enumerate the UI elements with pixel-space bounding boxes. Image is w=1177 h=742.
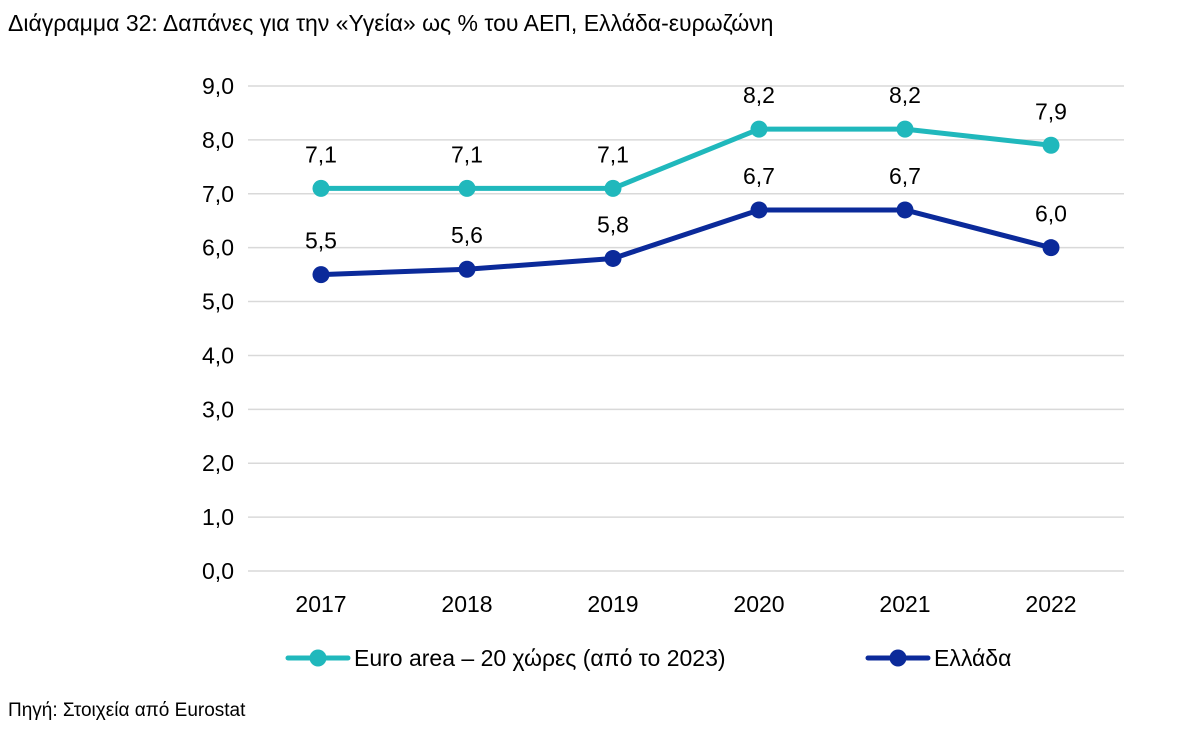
data-label: 7,1 <box>597 141 629 167</box>
legend: Euro area – 20 χώρες (από το 2023) Ελλάδα <box>285 645 1011 671</box>
source-note: Πηγή: Στοιχεία από Eurostat <box>8 700 246 721</box>
y-tick-label: 3,0 <box>202 396 234 422</box>
data-point <box>604 179 622 197</box>
x-axis-ticks: 2017 2018 2019 2020 2021 2022 <box>295 591 1076 617</box>
y-tick-label: 7,0 <box>202 181 234 207</box>
y-tick-label: 0,0 <box>202 558 234 584</box>
data-label: 8,2 <box>743 82 775 108</box>
y-tick-label: 2,0 <box>202 450 234 476</box>
data-label: 7,1 <box>305 141 337 167</box>
data-point <box>604 249 622 267</box>
x-tick-label: 2018 <box>441 591 492 617</box>
legend-swatch-marker <box>309 649 327 667</box>
gridlines <box>248 85 1124 572</box>
y-tick-label: 1,0 <box>202 504 234 530</box>
data-label: 6,7 <box>743 163 775 189</box>
data-label: 5,6 <box>451 222 483 248</box>
x-tick-label: 2020 <box>733 591 784 617</box>
data-point <box>458 179 476 197</box>
data-label: 7,1 <box>451 141 483 167</box>
data-point <box>750 201 768 219</box>
data-label: 5,5 <box>305 228 337 254</box>
series-line-1 <box>318 207 1054 278</box>
y-tick-label: 6,0 <box>202 235 234 261</box>
y-tick-label: 5,0 <box>202 289 234 315</box>
x-tick-label: 2019 <box>587 591 638 617</box>
data-label: 8,2 <box>889 82 921 108</box>
x-tick-label: 2021 <box>879 591 930 617</box>
series-line-0 <box>318 126 1054 191</box>
y-tick-label: 8,0 <box>202 127 234 153</box>
y-axis-ticks: 0,0 1,0 2,0 3,0 4,0 5,0 6,0 7,0 8,0 9,0 <box>202 73 234 584</box>
series-lines <box>312 120 1060 284</box>
y-tick-label: 9,0 <box>202 73 234 99</box>
data-point <box>896 120 914 138</box>
data-point <box>312 179 330 197</box>
data-label: 5,8 <box>597 211 629 237</box>
data-labels: 7,1 7,1 7,1 8,2 8,2 7,9 5,5 5,6 5,8 6,7 6,7 6,0 <box>305 82 1067 254</box>
data-point <box>750 120 768 138</box>
data-label: 6,0 <box>1035 201 1067 227</box>
data-point <box>896 201 914 219</box>
data-point <box>458 260 476 278</box>
data-point <box>1042 136 1060 154</box>
x-tick-label: 2017 <box>295 591 346 617</box>
data-label: 7,9 <box>1035 98 1067 124</box>
data-point <box>1042 239 1060 257</box>
y-tick-label: 4,0 <box>202 342 234 368</box>
data-label: 6,7 <box>889 163 921 189</box>
data-point <box>312 266 330 284</box>
x-tick-label: 2022 <box>1025 591 1076 617</box>
legend-label: Euro area – 20 χώρες (από το 2023) <box>354 645 726 671</box>
chart-title: Διάγραμμα 32: Δαπάνες για την «Υγεία» ως… <box>8 10 774 36</box>
legend-label: Ελλάδα <box>934 645 1011 671</box>
legend-swatch-marker <box>889 649 907 667</box>
